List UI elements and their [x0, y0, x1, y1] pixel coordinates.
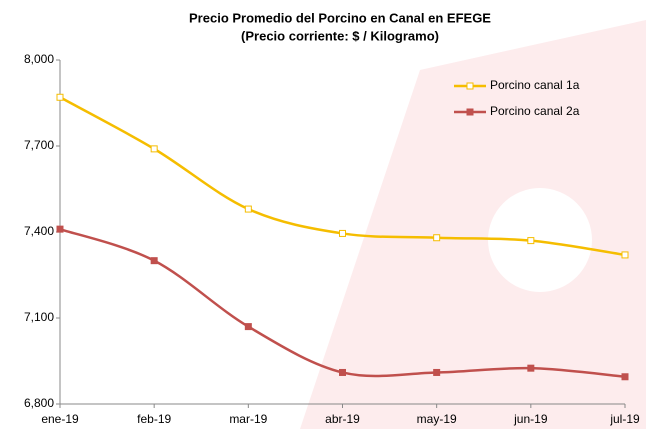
point-marker: [621, 251, 629, 259]
point-marker: [433, 234, 441, 242]
y-tick-label: 7,400: [24, 224, 54, 238]
legend-marker: [466, 82, 474, 90]
x-tick-label: feb-19: [137, 412, 171, 426]
background-shape: [300, 20, 646, 429]
y-tick-label: 7,100: [24, 310, 54, 324]
point-marker: [339, 368, 346, 376]
x-tick-label: abr-19: [325, 412, 360, 426]
chart-title: Precio Promedio del Porcino en Canal en …: [189, 10, 491, 25]
x-tick-label: jun-19: [513, 412, 548, 426]
y-tick-label: 8,000: [24, 52, 54, 66]
point-marker: [56, 93, 64, 101]
legend-marker: [466, 108, 474, 116]
x-tick-label: mar-19: [229, 412, 267, 426]
point-marker: [244, 205, 252, 213]
chart-subtitle: (Precio corriente: $ / Kilogramo): [241, 28, 439, 43]
x-tick-label: ene-19: [41, 412, 79, 426]
x-tick-label: may-19: [417, 412, 457, 426]
point-marker: [56, 225, 64, 233]
point-marker: [244, 323, 252, 331]
background-circle: [488, 188, 592, 292]
point-marker: [621, 373, 629, 381]
point-marker: [433, 368, 441, 376]
y-tick-label: 7,700: [24, 138, 54, 152]
point-marker: [150, 257, 158, 265]
point-marker: [527, 237, 535, 245]
x-tick-label: jul-19: [609, 412, 640, 426]
legend-label: Porcino canal 2a: [490, 104, 580, 118]
point-marker: [527, 364, 535, 372]
point-marker: [339, 229, 346, 237]
y-tick-label: 6,800: [24, 396, 54, 410]
legend-label: Porcino canal 1a: [490, 78, 580, 92]
point-marker: [150, 145, 158, 153]
